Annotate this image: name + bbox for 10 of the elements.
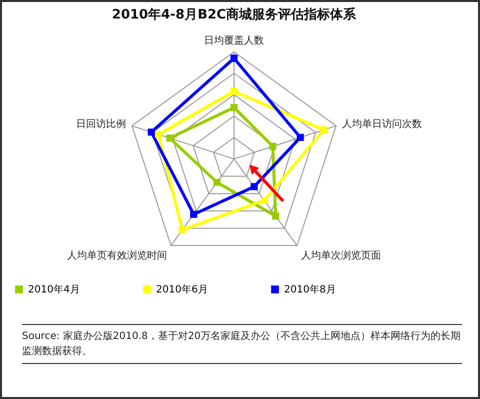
- chart-title: 2010年4-8月B2C商城服务评估指标体系: [112, 6, 358, 22]
- spoke-label: 人均单次浏览页面: [300, 250, 381, 262]
- legend-label: 2010年8月: [284, 283, 336, 296]
- source-note: Source: 家庭办公版2010.8，基于对20万名家庭及办公（不含公共上网地点）样本网络行为的长期监测数据获得。: [22, 324, 462, 364]
- legend-label: 2010年4月: [28, 283, 80, 296]
- spoke-label: 人均单页有效浏览时间: [67, 250, 168, 262]
- legend-label: 2010年6月: [156, 283, 208, 296]
- spoke-label: 人均单日访问次数: [342, 118, 422, 130]
- spoke-label: 日回访比例: [76, 118, 126, 130]
- spoke-label: 日均覆盖人数: [204, 34, 264, 46]
